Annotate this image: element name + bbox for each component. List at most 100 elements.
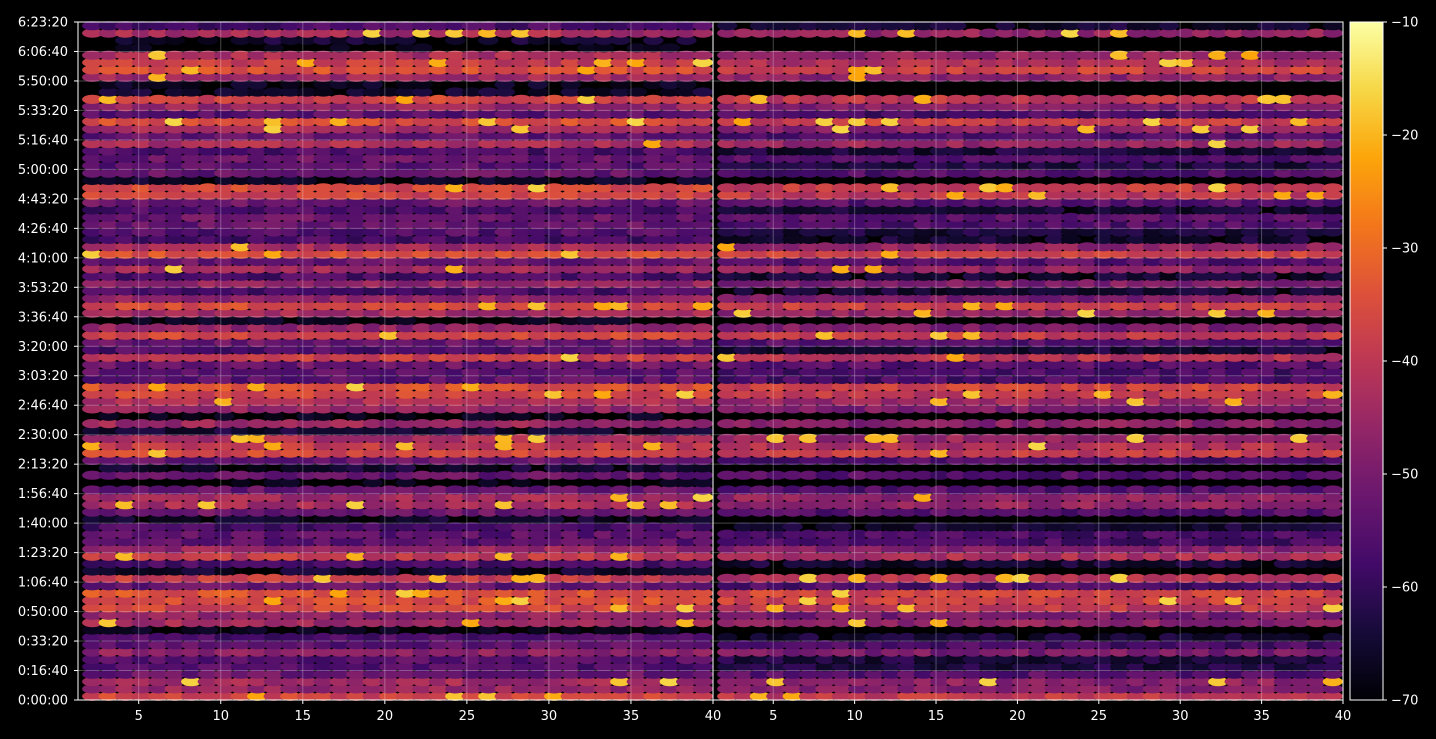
heatmap-cell — [577, 581, 598, 591]
heatmap-cell — [643, 404, 664, 414]
heatmap-cell — [527, 492, 548, 502]
heatmap-cell — [280, 573, 301, 584]
heatmap-cell — [379, 654, 400, 665]
heatmap-cell — [593, 647, 614, 657]
heatmap-cell — [247, 470, 268, 480]
heatmap-cell — [379, 419, 400, 429]
heatmap-cell — [164, 507, 185, 517]
heatmap-cell — [445, 537, 466, 547]
heatmap-cell — [560, 507, 581, 517]
heatmap-cell — [494, 573, 515, 584]
heatmap-cell — [692, 448, 713, 458]
heatmap-cell — [659, 595, 680, 606]
heatmap-cell — [379, 441, 400, 451]
heatmap-cell — [593, 691, 614, 701]
heatmap-cell — [313, 514, 334, 525]
heatmap-cell — [82, 669, 103, 679]
heatmap-cell — [676, 595, 697, 606]
heatmap-cell — [395, 610, 416, 620]
heatmap-cell — [362, 463, 383, 473]
heatmap-cell — [659, 632, 680, 643]
heatmap-cell — [643, 448, 664, 458]
heatmap-cell — [82, 647, 103, 657]
heatmap-cell — [593, 618, 614, 628]
heatmap-cell — [247, 551, 268, 561]
heatmap-cell — [164, 669, 185, 679]
heatmap-cell — [263, 573, 284, 584]
heatmap-cell — [98, 581, 120, 591]
heatmap-cell — [247, 441, 268, 451]
heatmap-cell — [527, 441, 548, 451]
heatmap-cell — [659, 485, 680, 495]
heatmap-cell — [296, 433, 317, 443]
heatmap-cell — [313, 566, 334, 576]
heatmap-cell — [329, 470, 350, 480]
heatmap-cell — [412, 573, 433, 584]
heatmap-cell — [478, 522, 499, 532]
heatmap-cell — [247, 640, 268, 650]
heatmap-cell — [115, 640, 136, 650]
heatmap-cell — [98, 677, 120, 687]
heatmap-cell — [263, 514, 284, 525]
heatmap-cell — [131, 500, 152, 510]
heatmap-cell — [445, 559, 466, 569]
heatmap-cell — [511, 662, 532, 672]
heatmap-cell — [230, 514, 251, 525]
heatmap-cell — [478, 691, 499, 701]
heatmap-cell — [626, 588, 647, 598]
heatmap-cell — [148, 411, 169, 421]
heatmap-cell — [610, 566, 631, 576]
heatmap-cell — [527, 588, 548, 598]
heatmap-cell — [148, 662, 169, 672]
heatmap-cell — [82, 691, 103, 701]
heatmap-cell — [577, 492, 598, 502]
heatmap-cell — [247, 500, 268, 510]
heatmap-cell — [115, 603, 136, 613]
heatmap-cell — [346, 551, 367, 561]
heatmap-cell — [428, 662, 449, 672]
heatmap-cell — [527, 500, 548, 510]
heatmap-cell — [676, 677, 697, 687]
heatmap-cell — [461, 640, 482, 650]
heatmap-cell — [428, 507, 449, 517]
heatmap-cell — [560, 581, 581, 591]
heatmap-cell — [346, 433, 367, 443]
heatmap-cell — [181, 529, 202, 539]
heatmap-cell — [115, 433, 136, 443]
heatmap-cell — [131, 669, 152, 679]
heatmap-cell — [131, 588, 152, 598]
heatmap-cell — [115, 588, 136, 598]
heatmap-cell — [263, 588, 284, 598]
heatmap-cell — [164, 529, 185, 539]
heatmap-cell — [610, 419, 631, 429]
heatmap-cell — [82, 559, 103, 569]
heatmap-cell — [280, 419, 301, 429]
heatmap-cell — [181, 662, 202, 672]
heatmap-cell — [626, 610, 647, 620]
heatmap-cell — [115, 522, 136, 532]
heatmap-cell — [395, 455, 416, 466]
heatmap-cell — [98, 544, 120, 554]
heatmap-cell — [131, 603, 152, 613]
heatmap-cell — [593, 500, 614, 510]
heatmap-cell — [461, 529, 482, 539]
heatmap-cell — [395, 691, 416, 701]
heatmap-cell — [329, 654, 350, 665]
heatmap-cell — [527, 396, 548, 407]
heatmap-cell — [593, 485, 614, 495]
heatmap-cell — [181, 492, 202, 502]
heatmap-cell — [148, 455, 169, 466]
heatmap-cell — [395, 662, 416, 672]
heatmap-cell — [379, 632, 400, 643]
heatmap-cell — [313, 640, 334, 650]
heatmap-cell — [164, 448, 185, 458]
heatmap-cell — [296, 544, 317, 554]
heatmap-cell — [659, 537, 680, 547]
heatmap-cell — [395, 411, 416, 421]
heatmap-cell — [148, 647, 169, 657]
heatmap-cell — [461, 684, 482, 694]
heatmap-cell — [643, 485, 664, 495]
heatmap-cell — [577, 573, 598, 584]
heatmap-cell — [329, 522, 350, 532]
heatmap-cell — [445, 551, 466, 561]
